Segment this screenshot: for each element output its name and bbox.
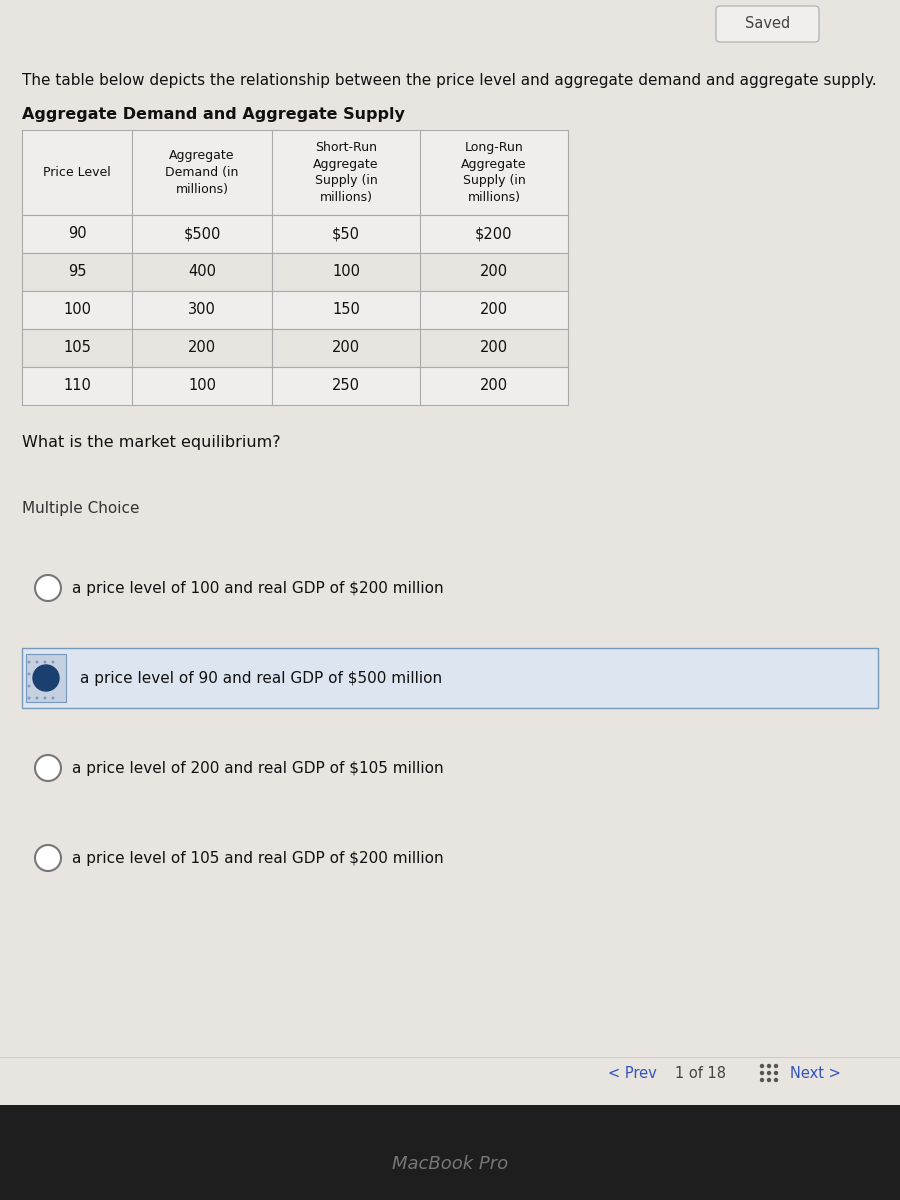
- Text: 400: 400: [188, 264, 216, 280]
- Text: 200: 200: [480, 264, 508, 280]
- Text: 200: 200: [480, 302, 508, 318]
- FancyBboxPatch shape: [716, 6, 819, 42]
- Circle shape: [28, 684, 31, 688]
- Text: Aggregate Demand and Aggregate Supply: Aggregate Demand and Aggregate Supply: [22, 107, 405, 121]
- Circle shape: [774, 1063, 778, 1068]
- Text: 250: 250: [332, 378, 360, 394]
- Circle shape: [767, 1070, 771, 1075]
- Circle shape: [767, 1063, 771, 1068]
- Text: 150: 150: [332, 302, 360, 318]
- Text: The table below depicts the relationship between the price level and aggregate d: The table below depicts the relationship…: [22, 72, 877, 88]
- Text: 100: 100: [188, 378, 216, 394]
- Text: $500: $500: [184, 227, 220, 241]
- Text: a price level of 105 and real GDP of $200 million: a price level of 105 and real GDP of $20…: [72, 851, 444, 865]
- Circle shape: [35, 684, 39, 688]
- Bar: [26, 654, 66, 702]
- Circle shape: [760, 1078, 764, 1082]
- Bar: [22, 367, 568, 404]
- Text: 105: 105: [63, 341, 91, 355]
- Text: 200: 200: [480, 378, 508, 394]
- Text: Price Level: Price Level: [43, 166, 111, 179]
- Text: Aggregate
Demand (in
millions): Aggregate Demand (in millions): [166, 150, 238, 196]
- Text: Long-Run
Aggregate
Supply (in
millions): Long-Run Aggregate Supply (in millions): [461, 142, 526, 204]
- Text: Multiple Choice: Multiple Choice: [22, 500, 140, 516]
- Circle shape: [43, 660, 47, 664]
- Text: a price level of 90 and real GDP of $500 million: a price level of 90 and real GDP of $500…: [80, 671, 442, 685]
- Text: 1 of 18: 1 of 18: [675, 1066, 726, 1080]
- Text: Short-Run
Aggregate
Supply (in
millions): Short-Run Aggregate Supply (in millions): [313, 142, 379, 204]
- Text: 90: 90: [68, 227, 86, 241]
- Text: 200: 200: [188, 341, 216, 355]
- Text: 300: 300: [188, 302, 216, 318]
- Circle shape: [43, 684, 47, 688]
- Circle shape: [35, 672, 39, 676]
- Circle shape: [35, 755, 61, 781]
- Circle shape: [774, 1070, 778, 1075]
- Circle shape: [28, 672, 31, 676]
- Bar: [0, 1105, 900, 1200]
- Bar: [22, 329, 568, 367]
- Circle shape: [35, 845, 61, 871]
- Circle shape: [760, 1070, 764, 1075]
- Text: 200: 200: [480, 341, 508, 355]
- Text: Saved: Saved: [745, 17, 790, 31]
- Text: a price level of 100 and real GDP of $200 million: a price level of 100 and real GDP of $20…: [72, 581, 444, 595]
- Text: $200: $200: [475, 227, 513, 241]
- Circle shape: [767, 1078, 771, 1082]
- Text: 95: 95: [68, 264, 86, 280]
- Bar: [22, 648, 878, 708]
- Text: $50: $50: [332, 227, 360, 241]
- Circle shape: [35, 696, 39, 700]
- Circle shape: [33, 665, 59, 691]
- Circle shape: [760, 1063, 764, 1068]
- Text: < Prev: < Prev: [608, 1066, 657, 1080]
- Bar: [22, 130, 568, 215]
- Bar: [22, 290, 568, 329]
- Circle shape: [774, 1078, 778, 1082]
- Circle shape: [35, 660, 39, 664]
- Text: 100: 100: [332, 264, 360, 280]
- Text: 110: 110: [63, 378, 91, 394]
- Text: MacBook Pro: MacBook Pro: [392, 1154, 508, 1172]
- Circle shape: [35, 575, 61, 601]
- Bar: [22, 253, 568, 290]
- Text: 100: 100: [63, 302, 91, 318]
- Text: a price level of 200 and real GDP of $105 million: a price level of 200 and real GDP of $10…: [72, 761, 444, 775]
- Text: Next >: Next >: [790, 1066, 841, 1080]
- Circle shape: [51, 660, 55, 664]
- Circle shape: [28, 660, 31, 664]
- Circle shape: [28, 696, 31, 700]
- Text: What is the market equilibrium?: What is the market equilibrium?: [22, 436, 281, 450]
- Text: 200: 200: [332, 341, 360, 355]
- Circle shape: [51, 684, 55, 688]
- Circle shape: [51, 672, 55, 676]
- Circle shape: [43, 672, 47, 676]
- Circle shape: [51, 696, 55, 700]
- Circle shape: [43, 696, 47, 700]
- Bar: [22, 215, 568, 253]
